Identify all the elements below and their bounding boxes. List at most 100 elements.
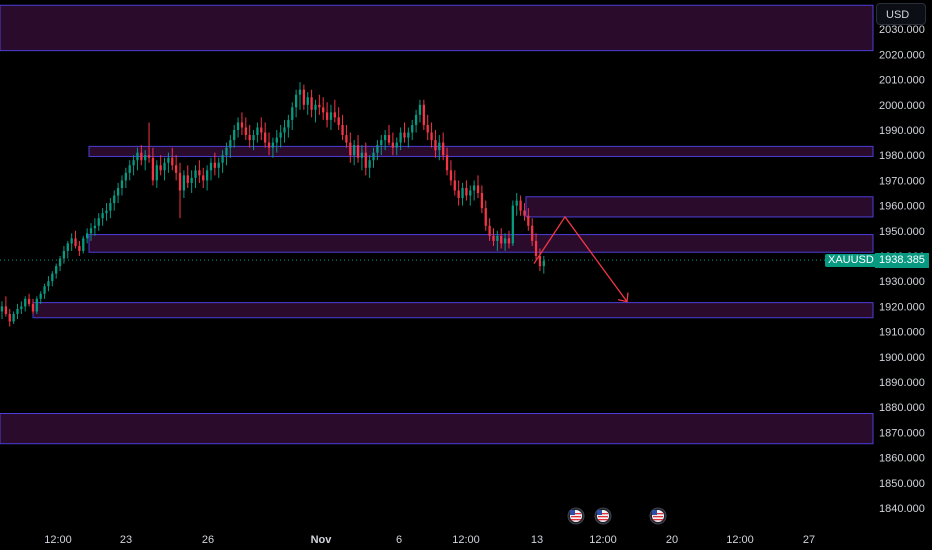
- candle-body: [140, 152, 143, 161]
- candle-body: [383, 135, 387, 141]
- time-tick-label: 12:00: [726, 534, 754, 546]
- candle-body: [85, 233, 89, 239]
- price-tick-label: 2020.000: [879, 49, 925, 61]
- candle-body: [472, 185, 476, 191]
- candle-body: [407, 132, 410, 138]
- candle-body: [310, 97, 313, 110]
- candle-body: [101, 213, 104, 219]
- arrow-head: [617, 292, 629, 303]
- time-tick-label: 20: [666, 534, 678, 546]
- price-tick-label: 1890.000: [879, 377, 925, 389]
- zone-box[interactable]: [525, 196, 874, 218]
- candle-body: [209, 162, 213, 171]
- candle-body: [469, 190, 472, 196]
- candle-body: [500, 235, 503, 244]
- projection-path[interactable]: [533, 215, 628, 303]
- candle-body: [89, 228, 93, 234]
- candle-body: [442, 142, 445, 156]
- candle-body: [66, 243, 69, 251]
- candle-body: [434, 140, 437, 151]
- zone-box[interactable]: [32, 302, 874, 319]
- us-flag-icon[interactable]: [567, 507, 585, 525]
- candle-body: [132, 160, 135, 166]
- candle-body: [476, 185, 480, 193]
- zone-box[interactable]: [88, 234, 874, 253]
- price-tick-label: 1900.000: [879, 352, 925, 364]
- candle-body: [58, 258, 62, 267]
- symbol-label: XAUUSD: [825, 254, 877, 267]
- last-price-label: 1938.385: [875, 253, 929, 268]
- candle-body: [155, 165, 158, 181]
- candle-body: [229, 140, 232, 148]
- candle-body: [395, 142, 398, 148]
- candle-body: [51, 273, 54, 282]
- time-axis[interactable]: 12:00 23 26 Nov 6 12:00 13 12:00 20 12:00 27: [44, 534, 815, 546]
- price-axis[interactable]: 2030.000 2020.000 2010.000 2000.000 1990.000…: [879, 24, 925, 515]
- candle-body: [213, 162, 216, 168]
- candle-body: [291, 107, 294, 120]
- price-tick-label: 1960.000: [879, 201, 925, 213]
- candle-body: [465, 187, 468, 196]
- candle-body: [438, 142, 441, 151]
- price-tick-label: 1920.000: [879, 301, 925, 313]
- zone-box[interactable]: [0, 413, 874, 445]
- candle-body: [322, 107, 325, 113]
- candle-body: [198, 170, 201, 176]
- candle-body: [356, 145, 360, 158]
- candle-body: [20, 306, 23, 309]
- candle-body: [163, 162, 166, 171]
- candle-body: [252, 135, 255, 141]
- candle-body: [8, 313, 11, 322]
- price-tick-label: 1880.000: [879, 402, 925, 414]
- time-tick-label: 12:00: [589, 534, 617, 546]
- candle-body: [55, 266, 58, 274]
- candle-body: [12, 313, 15, 322]
- price-tick-label: 1930.000: [879, 276, 925, 288]
- candle-body: [519, 200, 522, 211]
- time-tick-label: Nov: [311, 534, 333, 546]
- price-tick-label: 1970.000: [879, 175, 925, 187]
- candle-body: [264, 132, 267, 143]
- candle-body: [24, 298, 27, 307]
- candle-body: [128, 165, 131, 173]
- candle-body: [186, 175, 189, 183]
- candle-body: [368, 160, 371, 168]
- candle-body: [0, 306, 4, 312]
- candle-body: [27, 298, 31, 304]
- candle-body: [171, 157, 174, 166]
- candle-body: [78, 245, 81, 251]
- price-tick-label: 2030.000: [879, 24, 925, 36]
- candle-body: [380, 140, 383, 146]
- candle-body: [217, 162, 220, 168]
- candle-body: [70, 238, 73, 244]
- candle-body: [47, 281, 50, 287]
- candle-body: [496, 235, 499, 241]
- candle-body: [364, 152, 367, 168]
- candle-body: [221, 155, 224, 163]
- candle-body: [16, 308, 19, 314]
- candle-body: [492, 235, 495, 241]
- currency-button[interactable]: USD: [876, 3, 926, 25]
- candle-body: [337, 117, 340, 125]
- candle-body: [109, 203, 112, 211]
- zone-box[interactable]: [88, 145, 874, 157]
- us-flag-icon[interactable]: [649, 507, 667, 525]
- time-tick-label: 12:00: [44, 534, 72, 546]
- candle-body: [151, 157, 155, 181]
- candle-body: [345, 135, 348, 143]
- event-markers: [567, 507, 667, 525]
- candle-body: [542, 261, 545, 267]
- candle-body: [422, 104, 425, 125]
- price-tick-label: 1860.000: [879, 453, 925, 465]
- candle-body: [403, 132, 406, 138]
- candle-body: [279, 132, 282, 138]
- candle-body: [202, 175, 205, 181]
- zone-box[interactable]: [0, 4, 874, 52]
- price-tick-label: 2000.000: [879, 100, 925, 112]
- candle-body: [507, 238, 511, 244]
- candle-body: [4, 306, 8, 314]
- candle-body: [144, 155, 147, 161]
- us-flag-icon[interactable]: [594, 507, 612, 525]
- candle-body: [360, 152, 364, 158]
